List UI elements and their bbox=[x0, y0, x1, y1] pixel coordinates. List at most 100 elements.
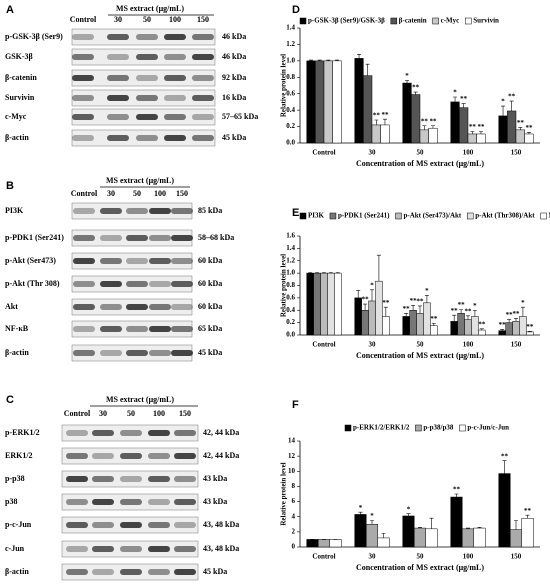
significance: ** bbox=[469, 123, 477, 131]
significance: ** bbox=[429, 117, 437, 125]
blot-strip bbox=[61, 470, 199, 488]
error-bar bbox=[472, 309, 477, 317]
band bbox=[149, 258, 171, 264]
bar bbox=[382, 316, 390, 336]
band bbox=[174, 569, 196, 575]
significance: ** bbox=[524, 507, 532, 515]
protein-label: PI3K bbox=[5, 206, 24, 215]
band bbox=[126, 304, 148, 310]
band bbox=[148, 522, 170, 528]
error-bar bbox=[334, 59, 339, 61]
protein-label: ERK1/2 bbox=[5, 451, 33, 460]
significance: ** bbox=[465, 307, 473, 315]
significance: * bbox=[370, 281, 374, 289]
significance: ** bbox=[417, 298, 425, 306]
band bbox=[136, 95, 158, 101]
bar bbox=[334, 272, 342, 336]
error-bar bbox=[453, 96, 458, 102]
significance: * bbox=[407, 505, 411, 513]
significance: ** bbox=[525, 124, 533, 132]
kda-label: 60 kDa bbox=[198, 279, 222, 288]
error-bar bbox=[411, 305, 416, 311]
band bbox=[92, 546, 114, 552]
legend-label: p-ERK1/2/ERK1/2 bbox=[353, 424, 410, 432]
band bbox=[192, 114, 214, 120]
significance: ** bbox=[382, 299, 390, 307]
legend-swatch bbox=[432, 17, 439, 25]
legend-swatch bbox=[540, 212, 547, 220]
error-bar bbox=[382, 118, 387, 125]
panel-label: D bbox=[292, 4, 300, 16]
protein-label: p38 bbox=[5, 497, 17, 506]
legend-label: p-PDK1 (Ser241) bbox=[338, 212, 390, 220]
y-tick-label: 2 bbox=[292, 527, 296, 535]
bar bbox=[512, 321, 520, 336]
band bbox=[174, 453, 196, 459]
bar bbox=[507, 110, 517, 144]
protein-label: p-PDK1 (Ser241) bbox=[5, 233, 64, 242]
protein-label: NF-κB bbox=[5, 324, 29, 333]
band bbox=[174, 430, 196, 436]
error-bar bbox=[452, 314, 457, 322]
band bbox=[100, 281, 122, 287]
error-bar bbox=[502, 460, 507, 474]
band bbox=[66, 453, 88, 459]
error-bar bbox=[430, 125, 435, 129]
band bbox=[92, 522, 114, 528]
band bbox=[192, 75, 214, 81]
band bbox=[107, 135, 129, 141]
bar bbox=[323, 60, 333, 144]
bar bbox=[467, 133, 477, 144]
legend-label: c-Myc bbox=[441, 17, 460, 25]
lane-label: 30 bbox=[114, 15, 122, 24]
bar bbox=[315, 60, 325, 144]
band bbox=[100, 258, 122, 264]
kda-label: 43, 48 kDa bbox=[203, 520, 239, 529]
significance: ** bbox=[453, 486, 461, 494]
significance: * bbox=[521, 299, 525, 307]
error-bar bbox=[357, 53, 362, 59]
band bbox=[107, 114, 129, 120]
error-bar bbox=[461, 103, 466, 108]
bar bbox=[476, 133, 486, 144]
kda-label: 60 kDa bbox=[198, 302, 222, 311]
protein-label: p-p38 bbox=[5, 474, 25, 483]
x-tick-label: 150 bbox=[511, 553, 522, 561]
band bbox=[171, 326, 193, 332]
band bbox=[107, 75, 129, 81]
error-bar bbox=[424, 295, 429, 303]
error-bar bbox=[413, 91, 418, 95]
band bbox=[149, 208, 171, 214]
protein-label: p-GSK-3β (Ser9) bbox=[5, 32, 63, 41]
band bbox=[72, 114, 94, 120]
y-tick-label: 8 bbox=[292, 482, 296, 490]
lane-label: Control bbox=[71, 189, 98, 198]
significance: ** bbox=[412, 84, 420, 92]
bar bbox=[377, 537, 390, 548]
panel-label: A bbox=[6, 4, 14, 16]
band bbox=[73, 350, 95, 356]
lane-label: 150 bbox=[176, 189, 188, 198]
band bbox=[92, 499, 114, 505]
band bbox=[148, 499, 170, 505]
blot-header: MS extract (μg/mL) bbox=[106, 395, 174, 404]
x-tick-label: 50 bbox=[417, 341, 425, 349]
legend-swatch bbox=[465, 17, 472, 25]
significance: ** bbox=[458, 301, 466, 309]
legend-label: p-c-Jun/c-Jun bbox=[467, 424, 509, 432]
bar bbox=[457, 313, 465, 336]
band bbox=[100, 208, 122, 214]
significance: * bbox=[473, 302, 477, 310]
y-tick-label: 1.4 bbox=[286, 24, 295, 32]
bar bbox=[459, 107, 469, 144]
y-tick-label: 1.6 bbox=[286, 232, 295, 240]
legend-label: Survivin bbox=[473, 17, 499, 25]
error-bar bbox=[500, 329, 505, 331]
error-bar bbox=[381, 533, 386, 538]
bar bbox=[320, 272, 328, 336]
y-tick-label: 0.4 bbox=[286, 306, 295, 314]
y-tick-label: 0 bbox=[292, 543, 296, 551]
kda-label: 65 kDa bbox=[198, 324, 222, 333]
error-bar bbox=[326, 59, 331, 61]
band bbox=[174, 522, 196, 528]
